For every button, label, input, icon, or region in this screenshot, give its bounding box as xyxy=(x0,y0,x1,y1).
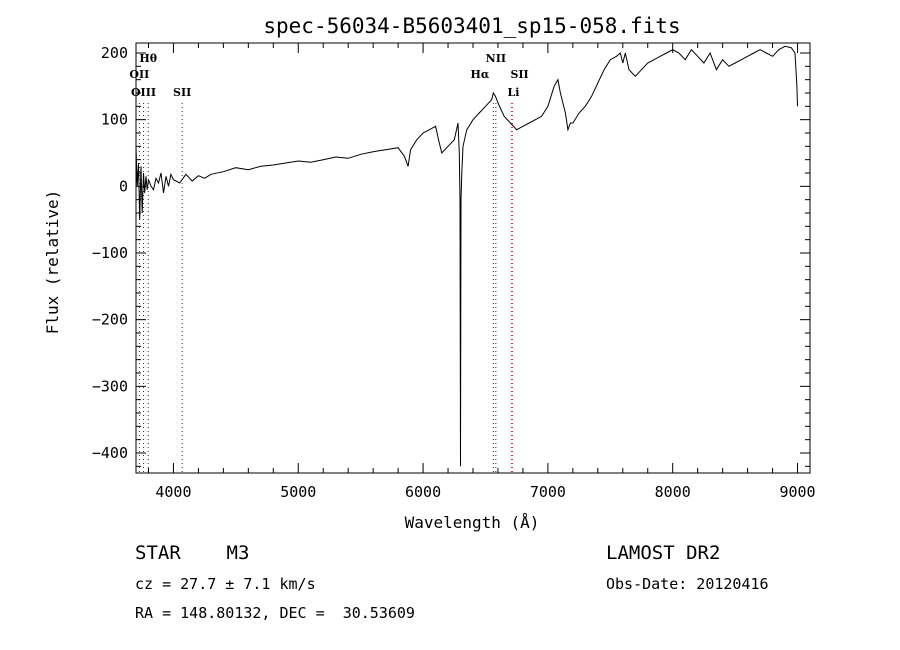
coordinates: RA = 148.80132, DEC = 30.53609 xyxy=(135,604,415,622)
axis-ticks xyxy=(136,43,810,473)
line-marker-label: Li xyxy=(507,86,519,99)
x-tick-label: 6000 xyxy=(405,483,441,501)
tick-labels: 4000 5000 6000 7000 8000 9000 −400 −300 −200 −100… xyxy=(92,44,816,501)
spectrum-line xyxy=(135,45,798,467)
y-tick-label: −300 xyxy=(92,377,128,395)
line-marker-label: Hα xyxy=(470,68,489,81)
obs-date: Obs-Date: 20120416 xyxy=(606,575,769,593)
y-tick-label: 100 xyxy=(101,111,128,129)
spectrum-chart: Hθ OII OIII SII NII Hα SII Li 4000 5000 6000 7000 8… xyxy=(43,14,816,532)
x-tick-label: 5000 xyxy=(280,483,316,501)
y-tick-label: −100 xyxy=(92,244,128,262)
x-tick-label: 9000 xyxy=(779,483,815,501)
plot-frame xyxy=(135,42,811,474)
y-tick-label: −400 xyxy=(92,444,128,462)
y-tick-label: 200 xyxy=(101,44,128,62)
line-marker-label: NII xyxy=(486,52,506,65)
object-class: STAR M3 xyxy=(135,542,250,564)
line-marker-label: SII xyxy=(173,86,191,99)
line-marker-label: Hθ xyxy=(139,52,157,65)
line-marker-label: OIII xyxy=(131,86,156,99)
y-tick-label: −200 xyxy=(92,311,128,329)
x-tick-label: 4000 xyxy=(155,483,191,501)
y-tick-label: 0 xyxy=(119,177,128,195)
chart-title: spec-56034-B5603401_sp15-058.fits xyxy=(263,14,680,38)
line-markers: Hθ OII OIII SII NII Hα SII Li xyxy=(129,52,529,473)
survey-name: LAMOST DR2 xyxy=(606,542,721,564)
line-marker-label: SII xyxy=(510,68,528,81)
redshift-cz: cz = 27.7 ± 7.1 km/s xyxy=(135,575,316,593)
y-axis-label: Flux (relative) xyxy=(43,190,62,335)
x-tick-label: 7000 xyxy=(530,483,566,501)
line-marker-label: OII xyxy=(129,68,149,81)
x-tick-label: 8000 xyxy=(655,483,691,501)
x-axis-label: Wavelength (Å) xyxy=(405,513,540,532)
